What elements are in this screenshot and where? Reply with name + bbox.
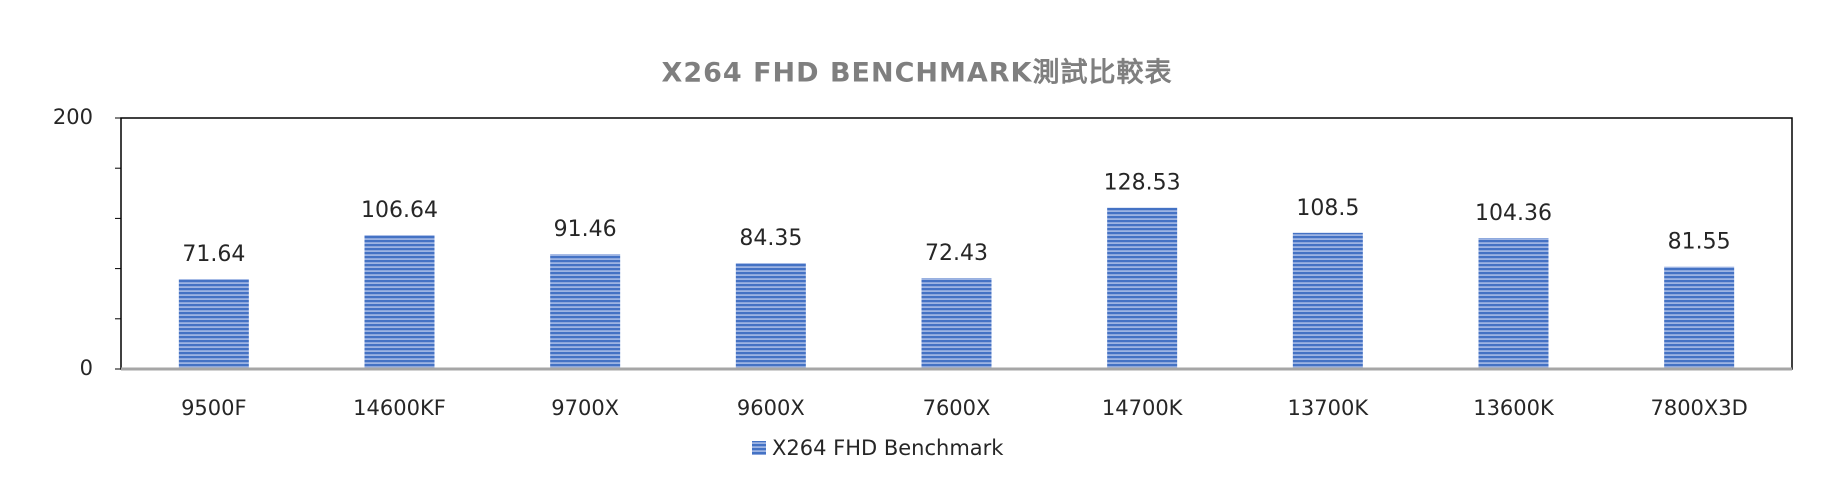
bar: [364, 235, 435, 369]
data-label: 81.55: [1668, 230, 1731, 255]
bar: [1478, 238, 1549, 369]
x-tick-label: 9500F: [181, 396, 247, 420]
data-label: 84.35: [739, 226, 802, 251]
data-label: 128.53: [1104, 171, 1181, 196]
data-label: 104.36: [1475, 201, 1552, 226]
bar: [1664, 266, 1735, 369]
bar: [550, 254, 621, 369]
x-tick-label: 14600KF: [353, 396, 446, 420]
bar: [1107, 207, 1178, 369]
data-label: 91.46: [554, 217, 617, 242]
data-label: 71.64: [182, 242, 245, 267]
x-tick-label: 14700K: [1102, 396, 1184, 420]
bar: [921, 278, 992, 369]
x-tick-label: 7800X3D: [1650, 396, 1747, 420]
chart-title: X264 FHD BENCHMARK測試比較表: [662, 57, 1173, 89]
x-tick-label: 9600X: [737, 396, 805, 420]
bar: [1292, 232, 1363, 369]
x-tick-label: 7600X: [923, 396, 991, 420]
y-tick-label: 0: [80, 356, 93, 380]
x-tick-label: 13700K: [1288, 396, 1370, 420]
legend-swatch: [752, 441, 766, 455]
y-tick-label: 200: [53, 105, 93, 129]
x-tick-label: 13600K: [1473, 396, 1555, 420]
data-label: 106.64: [361, 198, 438, 223]
data-label: 108.5: [1296, 196, 1359, 221]
legend-label: X264 FHD Benchmark: [772, 436, 1004, 460]
data-label: 72.43: [925, 241, 988, 266]
bar: [735, 263, 806, 369]
x-tick-label: 9700X: [551, 396, 619, 420]
bar: [178, 279, 249, 369]
